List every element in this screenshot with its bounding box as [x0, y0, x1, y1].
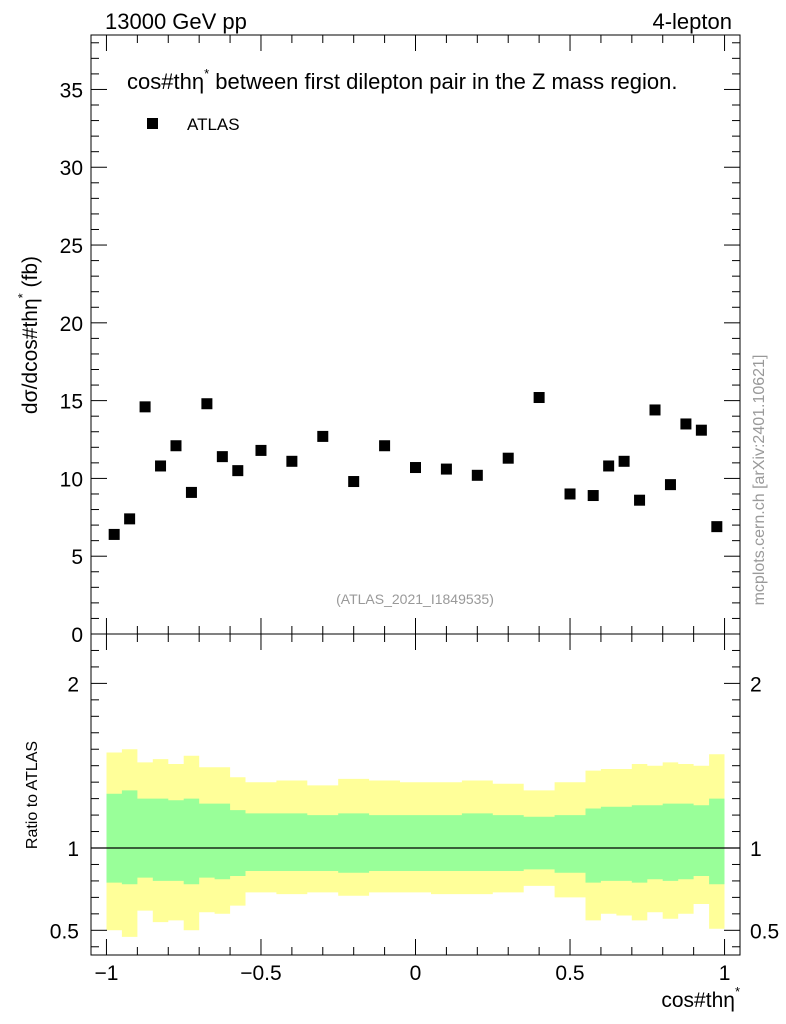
- legend-marker: [147, 118, 158, 129]
- data-point: [634, 494, 646, 506]
- data-point: [201, 398, 213, 410]
- ratio-ytick-label-right: 1: [750, 838, 762, 861]
- data-point: [286, 455, 298, 467]
- data-point: [564, 488, 576, 500]
- ytick-label: 15: [60, 391, 83, 414]
- data-point: [649, 404, 661, 416]
- data-point: [108, 528, 120, 540]
- title-sup: *: [204, 66, 209, 81]
- ytick-label: 35: [60, 79, 83, 102]
- ratio-ytick-label-left: 2: [67, 673, 79, 696]
- ytick-label: 25: [60, 235, 83, 258]
- data-point: [533, 392, 545, 404]
- data-point: [440, 463, 452, 475]
- data-point: [603, 460, 615, 472]
- ratio-bands: [106, 749, 725, 937]
- ratio-frame: [90, 633, 741, 956]
- xtick-label: 0: [410, 962, 422, 985]
- ytick-label: 10: [60, 468, 83, 491]
- data-point: [185, 486, 197, 498]
- ratio-ytick-label-right: 2: [750, 673, 762, 696]
- ratio-ytick-label-right: 0.5: [750, 920, 779, 943]
- ytick-label: 5: [71, 546, 83, 569]
- data-point: [711, 521, 723, 533]
- data-point: [232, 465, 244, 477]
- data-point: [348, 476, 360, 488]
- data-point: [155, 460, 167, 472]
- xlabel-sup: *: [735, 984, 740, 999]
- legend-label: ATLAS: [187, 115, 240, 134]
- ytick-label: 20: [60, 313, 83, 336]
- ylabel-part: dσ/dcos#thη: [19, 298, 42, 414]
- ratio-xlabel: cos#thη*: [661, 984, 740, 1012]
- ytick-label: 0: [71, 624, 83, 647]
- data-point: [139, 401, 151, 413]
- process-label: 4-lepton: [652, 9, 732, 34]
- ratio-ytick-label-left: 1: [67, 838, 79, 861]
- ratio-ylabel: Ratio to ATLAS: [24, 741, 41, 849]
- analysis-watermark: (ATLAS_2021_I1849535): [336, 591, 494, 607]
- ylabel-unit: (fb): [19, 256, 42, 293]
- data-point: [317, 430, 329, 442]
- data-point: [695, 424, 707, 436]
- main-title: cos#thη* between first dilepton pair in …: [127, 66, 677, 94]
- title-part: cos#thη: [127, 69, 204, 94]
- main-panel: 0 5 10 15 20 25 30 35 (ATLAS_2021_I1849535) cos…: [15, 34, 741, 647]
- xlabel-part: cos#thη: [661, 989, 735, 1012]
- data-point: [124, 513, 136, 525]
- xtick-label: 1: [719, 962, 731, 985]
- title-rest: between first dilepton pair in the Z mas…: [209, 69, 677, 94]
- xtick-label: 0.5: [555, 962, 584, 985]
- xtick-label: −1: [94, 962, 118, 985]
- data-point: [502, 452, 514, 464]
- data-point: [618, 455, 630, 467]
- ratio-tick-labels: 0.5 0.5 1 1 2 2 −1 −0.5 0 0.5 1: [50, 673, 779, 985]
- energy-label: 13000 GeV pp: [105, 9, 247, 34]
- data-point: [379, 440, 391, 452]
- ratio-ytick-label-left: 0.5: [50, 920, 79, 943]
- ylabel-sup: *: [15, 293, 30, 298]
- data-point: [216, 451, 228, 463]
- main-ytick-labels: 0 5 10 15 20 25 30 35: [60, 79, 83, 647]
- data-point: [170, 440, 182, 452]
- data-points: [108, 392, 723, 540]
- data-point: [471, 469, 483, 481]
- ytick-label: 30: [60, 157, 83, 180]
- data-point: [255, 444, 267, 456]
- data-point: [680, 418, 692, 430]
- inner-uncertainty-band: [106, 790, 725, 885]
- ratio-axis-ticks: [91, 634, 740, 955]
- main-ylabel: dσ/dcos#thη* (fb): [15, 256, 42, 414]
- side-label: mcplots.cern.ch [arXiv:2401.10621]: [751, 355, 768, 606]
- data-point: [587, 490, 599, 502]
- main-axis-ticks: [91, 35, 740, 635]
- data-point: [664, 479, 676, 491]
- data-point: [410, 462, 421, 474]
- ratio-panel: 0.5 0.5 1 1 2 2 −1 −0.5 0 0.5 1 Ratio to ATLAS cos…: [24, 633, 779, 1012]
- xtick-label: −0.5: [240, 962, 281, 985]
